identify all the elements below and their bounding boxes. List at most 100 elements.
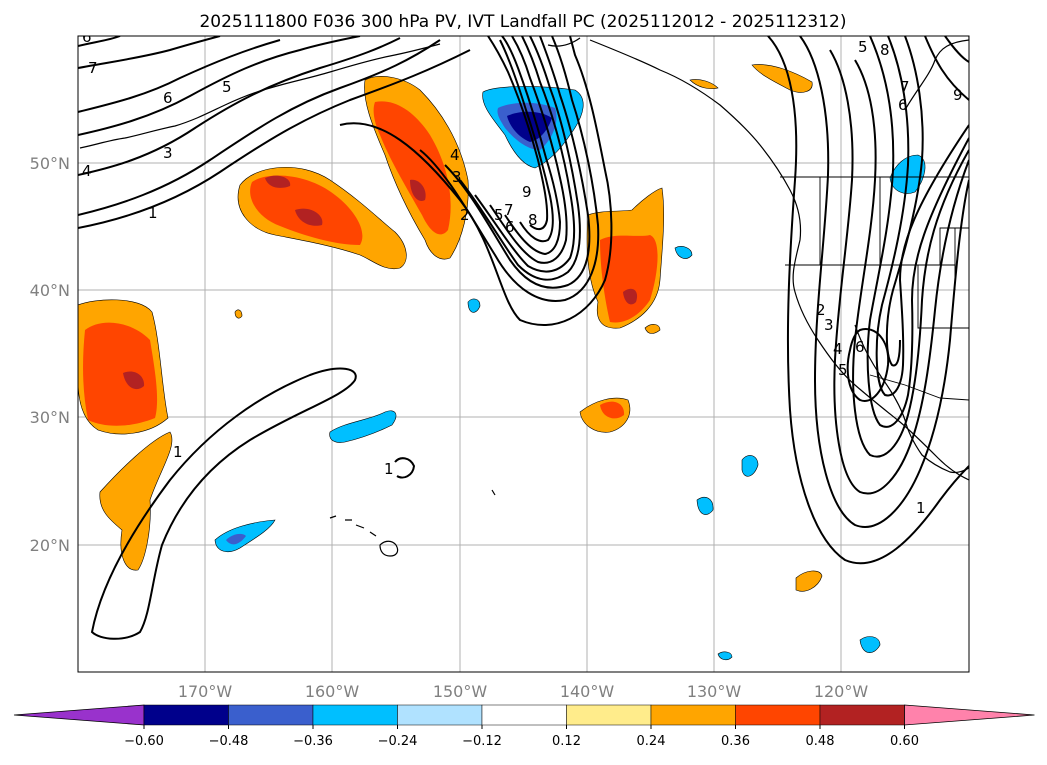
contour-label: 3 — [163, 144, 173, 162]
lat-label: 20°N — [30, 536, 70, 555]
contour-east-2 — [799, 36, 969, 528]
contour-label: 4 — [833, 340, 843, 358]
colorbar-swatch — [397, 704, 483, 726]
contour-trough-8 — [499, 39, 554, 243]
contour-label: 2 — [460, 206, 470, 224]
shade-region-small-a — [644, 324, 661, 334]
contour-label: 9 — [522, 183, 532, 201]
colorbar-swatch — [312, 704, 398, 726]
colorbar-tick-label: −0.60 — [124, 734, 164, 749]
contour-label: 1 — [173, 443, 183, 461]
contour-label: 1 — [148, 204, 158, 222]
border-us-mexico — [869, 374, 969, 401]
colorbar-tick-label: −0.24 — [378, 734, 418, 749]
contour-label: 6 — [82, 28, 92, 46]
contour-nw-7 — [78, 36, 121, 47]
contour-label: 6 — [163, 89, 173, 107]
colorbar-tick-label: −0.36 — [293, 734, 333, 749]
contour-label: 4 — [82, 162, 92, 180]
gridlines — [78, 36, 969, 672]
lon-label: 140°W — [560, 682, 615, 701]
contour-label: 9 — [953, 86, 963, 104]
contour-small-hook — [394, 457, 416, 479]
pv-contours — [78, 36, 969, 640]
shade-region-baja — [795, 570, 823, 592]
contour-trough-9 — [487, 36, 549, 231]
lat-label: 30°N — [30, 408, 70, 427]
lon-label: 150°W — [433, 682, 488, 701]
contour-trough-4 — [459, 36, 581, 281]
state-borders — [785, 177, 969, 329]
map-frame — [77, 35, 970, 673]
lon-label: 160°W — [305, 682, 360, 701]
coastline-north-canada — [904, 36, 969, 111]
map-title: 2025111800 F036 300 hPa PV, IVT Landfall… — [199, 12, 846, 32]
contour-nw-5 — [78, 39, 281, 113]
lon-label: 170°W — [178, 682, 233, 701]
contour-label: 3 — [824, 316, 834, 334]
contour-label: 5 — [838, 361, 848, 379]
contour-label: 8 — [880, 41, 890, 59]
shade-region-blue-small-a — [674, 246, 693, 259]
shade-region-subtropical-core — [600, 401, 625, 419]
colorbar-tick-label: −0.48 — [209, 734, 249, 749]
contour-label: 5 — [858, 38, 868, 56]
colorbar-swatch — [481, 704, 567, 726]
colorbar: −0.60 −0.48 −0.36 −0.24 −0.12 0.12 0.24 0.36 0.4… — [13, 704, 1035, 749]
shade-region-west-a-core — [83, 322, 158, 426]
colorbar-swatch — [228, 704, 314, 726]
colorbar-swatch — [566, 704, 652, 726]
lat-label: 50°N — [30, 154, 70, 173]
contour-east-8 — [924, 36, 969, 101]
contour-trough-5 — [474, 36, 576, 273]
contour-nw-6 — [78, 36, 221, 69]
contour-east-4 — [852, 59, 969, 458]
shade-region-central-peak-a — [265, 175, 291, 188]
contour-trough-1 — [339, 36, 613, 326]
shade-region-west-b — [99, 431, 173, 571]
contour-east-9 — [944, 36, 969, 63]
coastlines — [79, 36, 969, 557]
shade-region-blue-small-c — [741, 455, 759, 477]
coastline-west-coast — [589, 39, 969, 481]
shade-region-blue-small-b — [467, 298, 481, 313]
shade-region-hawaii-north — [329, 410, 397, 443]
contour-east-3 — [829, 49, 969, 495]
colorbar-tick-label: 0.12 — [552, 734, 581, 749]
coastline-aleutians — [79, 43, 441, 149]
colorbar-swatch — [650, 704, 736, 726]
lat-label: 40°N — [30, 281, 70, 300]
contour-east-1 — [767, 36, 969, 565]
colorbar-swatch — [819, 704, 905, 726]
longitude-labels: 170°W 160°W 150°W 140°W 130°W 120°W — [178, 682, 869, 701]
contour-label: 7 — [900, 78, 910, 96]
contour-nw-3 — [78, 37, 401, 176]
contour-label: 2 — [816, 301, 826, 319]
shade-region-blue-small-e — [859, 636, 881, 653]
contour-label: 7 — [504, 201, 514, 219]
contour-label: 1 — [916, 499, 926, 517]
contour-subtropical-loop — [90, 367, 357, 640]
coastline-alaska-south — [547, 37, 581, 47]
contour-east-5 — [866, 36, 969, 428]
shade-region-hawaii-southwest-core — [226, 533, 246, 545]
coastline-hawaii-chain — [329, 515, 377, 537]
contour-trough-3 — [444, 36, 591, 289]
contour-label: 1 — [384, 460, 394, 478]
shade-region-blue-small-d — [696, 497, 714, 515]
latitude-labels: 50°N 40°N 30°N 20°N — [30, 154, 70, 555]
contour-trough-2 — [419, 36, 600, 302]
colorbar-swatch — [143, 704, 229, 726]
contour-label: 6 — [505, 218, 515, 236]
shade-region-coast-small — [689, 79, 719, 90]
coastline-hawaii-big-island — [379, 540, 399, 557]
shade-region-small-b — [234, 309, 243, 319]
colorbar-swatch — [735, 704, 821, 726]
contour-label-group: 7 6 5 4 3 1 4 3 2 5 7 8 9 6 5 8 7 6 9 2 — [82, 28, 963, 517]
lon-label: 120°W — [814, 682, 869, 701]
shade-region-canada — [751, 64, 813, 93]
colorbar-tick-label: 0.24 — [637, 734, 666, 749]
colorbar-extend-high — [904, 704, 1035, 726]
contour-nw-1 — [78, 49, 471, 229]
colorbar-tick-label: 0.36 — [721, 734, 750, 749]
